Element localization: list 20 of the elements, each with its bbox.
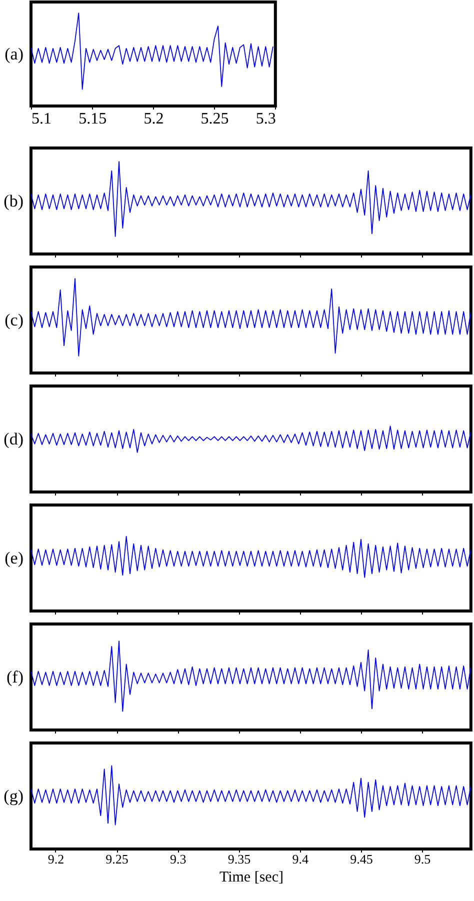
x-tick-label: 5.2 xyxy=(144,110,164,128)
x-tick-label: 5.1 xyxy=(32,110,52,128)
y-axis-title: (a) xyxy=(4,44,24,64)
y-axis-title: (b) xyxy=(4,192,24,210)
x-tick-label: 9.3 xyxy=(170,852,186,866)
x-tick-label: 5.15 xyxy=(78,110,107,128)
y-axis-title: (e) xyxy=(4,548,24,568)
x-tick-label: 9.4 xyxy=(292,852,309,866)
y-axis-title: (f) xyxy=(6,668,24,686)
x-tick-label: 9.45 xyxy=(350,852,373,866)
y-axis-title: (d) xyxy=(4,430,24,448)
x-tick-label: 9.2 xyxy=(48,852,64,866)
x-axis-title: Time [sec] xyxy=(219,870,284,886)
x-tick-label: 5.25 xyxy=(200,110,229,128)
x-tick-label: 9.25 xyxy=(106,852,128,866)
y-axis-title: (g) xyxy=(4,786,24,806)
x-tick-label: 9.35 xyxy=(228,852,251,866)
x-tick-label: 9.5 xyxy=(414,852,431,866)
x-tick-label: 5.3 xyxy=(256,110,276,128)
y-axis-title: (c) xyxy=(4,310,24,330)
